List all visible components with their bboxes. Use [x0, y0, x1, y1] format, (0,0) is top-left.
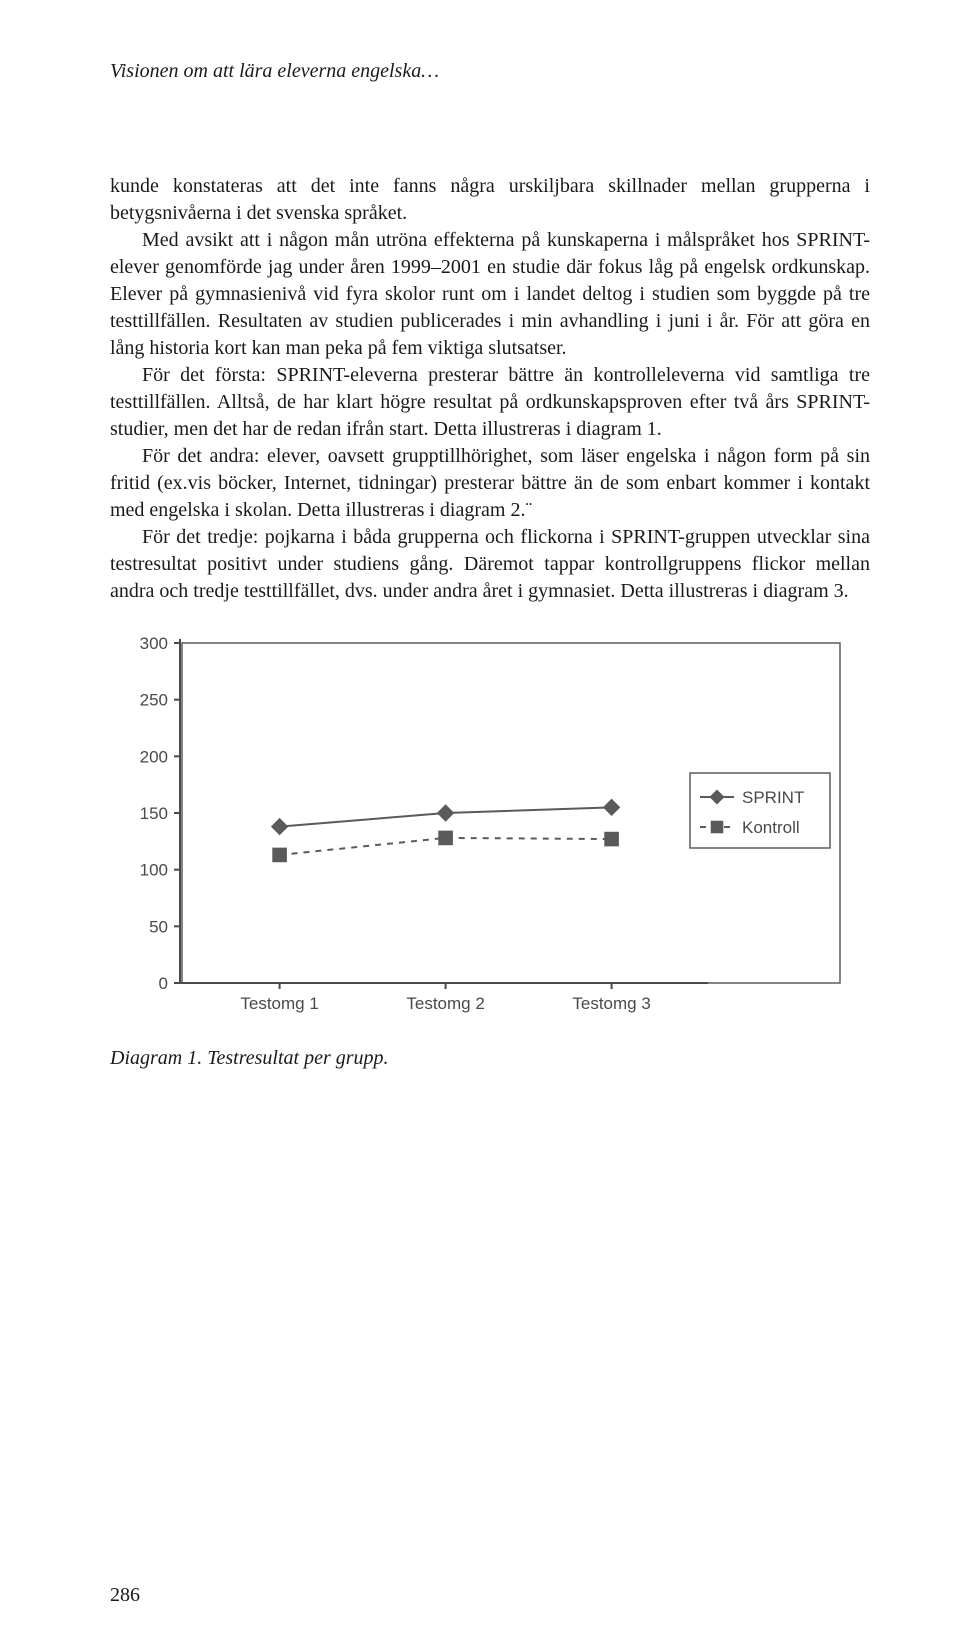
- svg-text:SPRINT: SPRINT: [742, 788, 804, 807]
- body-text: kunde konstateras att det inte fanns någ…: [110, 173, 870, 605]
- svg-text:250: 250: [140, 691, 168, 710]
- svg-text:300: 300: [140, 634, 168, 653]
- svg-text:200: 200: [140, 747, 168, 766]
- svg-text:Testomg 3: Testomg 3: [572, 994, 650, 1013]
- chart-diagram-1: 0 50 100 150 200 250 300 Testomg 1 Testomg 2 Test…: [110, 633, 870, 1021]
- svg-text:50: 50: [149, 917, 168, 936]
- paragraph: För det första: SPRINT-eleverna prestera…: [110, 362, 870, 443]
- svg-text:Kontroll: Kontroll: [742, 818, 800, 837]
- paragraph: För det tredje: pojkarna i båda gruppern…: [110, 524, 870, 605]
- page-number: 286: [110, 1584, 140, 1607]
- svg-text:Testomg 1: Testomg 1: [240, 994, 318, 1013]
- svg-text:Testomg 2: Testomg 2: [406, 994, 484, 1013]
- page: Visionen om att lära eleverna engelska… …: [0, 0, 960, 1643]
- paragraph: kunde konstateras att det inte fanns någ…: [110, 173, 870, 227]
- paragraph: För det andra: elever, oavsett grupptill…: [110, 443, 870, 524]
- svg-text:100: 100: [140, 861, 168, 880]
- paragraph: Med avsikt att i någon mån utröna effekt…: [110, 227, 870, 362]
- chart-caption: Diagram 1. Testresultat per grupp.: [110, 1047, 870, 1070]
- line-chart-svg: 0 50 100 150 200 250 300 Testomg 1 Testomg 2 Test…: [110, 633, 850, 1021]
- running-head: Visionen om att lära eleverna engelska…: [110, 60, 870, 83]
- svg-text:0: 0: [159, 974, 168, 993]
- svg-text:150: 150: [140, 804, 168, 823]
